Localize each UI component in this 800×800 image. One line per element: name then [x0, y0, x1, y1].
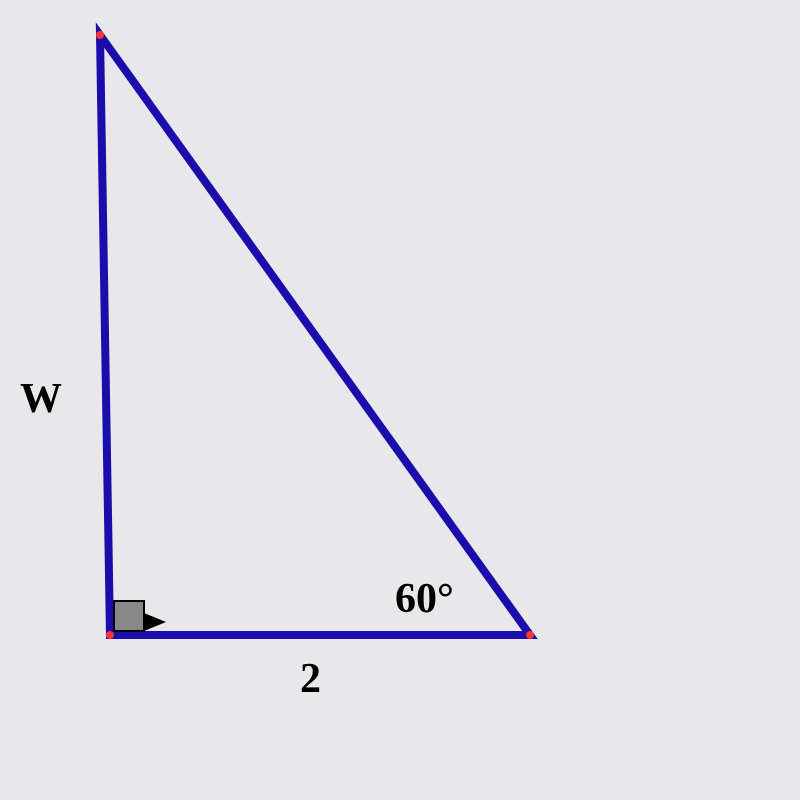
vertex-top — [96, 31, 104, 39]
triangle-diagram — [0, 0, 800, 800]
label-side-w: W — [20, 375, 62, 423]
vertex-bottom-left — [106, 631, 114, 639]
right-angle-marker — [114, 601, 144, 631]
vertex-bottom-right — [526, 631, 534, 639]
right-angle-notch — [144, 613, 166, 631]
label-angle-60: 60° — [395, 575, 454, 623]
triangle-shape — [100, 35, 530, 635]
label-side-2: 2 — [300, 655, 321, 703]
